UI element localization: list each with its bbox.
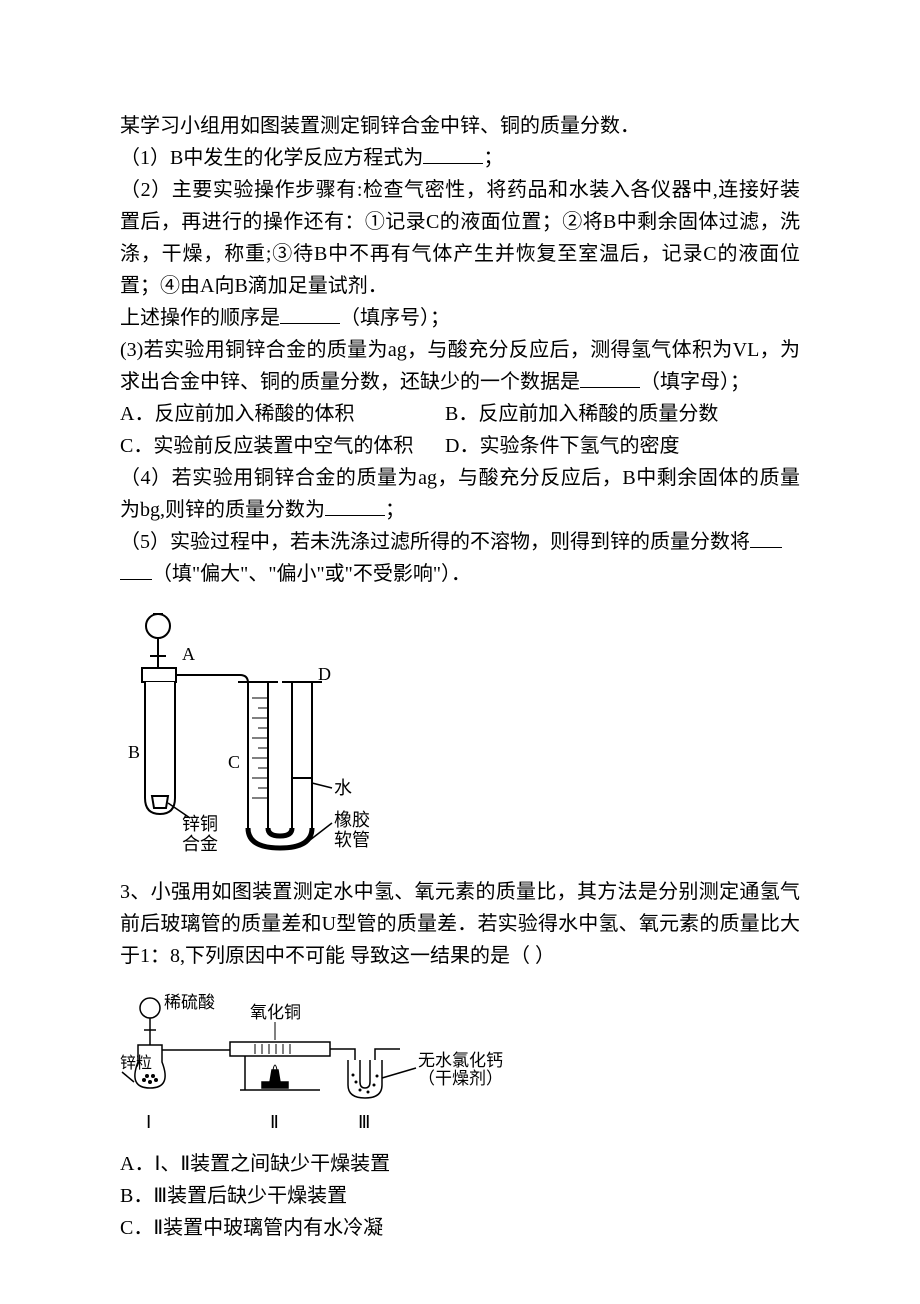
label-zn: 锌粒 — [120, 1054, 152, 1072]
q2-p5-blank-2[interactable] — [120, 559, 152, 580]
label-C: C — [228, 752, 240, 772]
q2-p3-b: （填字母）； — [640, 371, 750, 393]
q2-optA: A．反应前加入稀酸的体积 — [120, 398, 440, 430]
q2-p5-a: （5）实验过程中，若未洗涤过滤所得的不溶物，则得到锌的质量分数将 — [120, 531, 750, 553]
q2-p1-b: ； — [483, 147, 503, 169]
q2-p4-a: （4）若实验用铜锌合金的质量为ag，与酸充分反应后，B中剩余固体的质量为bg,则… — [120, 467, 800, 521]
q3-intro: 3、小强用如图装置测定水中氢、氧元素的质量比，其方法是分别测定通氢气前后玻璃管的… — [120, 876, 800, 972]
apparatus-icon: A B C D 锌铜 合金 水 橡胶 软管 — [120, 608, 420, 868]
q2-p1-blank[interactable] — [423, 143, 483, 164]
q2-p2-order-blank[interactable] — [280, 303, 340, 324]
label-alloy1: 锌铜 — [182, 814, 218, 834]
label-alloy2: 合金 — [182, 834, 218, 854]
q2-p5-line2: （填"偏大"、"偏小"或"不受影响"）． — [120, 558, 800, 590]
q2-optC: C．实验前反应装置中空气的体积 — [120, 430, 440, 462]
q2-p4-blank[interactable] — [325, 495, 385, 516]
q2-p3-blank[interactable] — [580, 367, 640, 388]
label-dry1: 无水氯化钙 — [418, 1051, 503, 1070]
q3-optB: B．Ⅲ装置后缺少干燥装置 — [120, 1180, 800, 1212]
label-A: A — [182, 644, 195, 664]
q3-diagram: 稀硫酸 锌粒 氧化铜 无水氯化钙 （干燥剂） Ⅰ Ⅱ Ⅲ — [120, 990, 800, 1140]
q3-optA: A．Ⅰ、Ⅱ装置之间缺少干燥装置 — [120, 1148, 800, 1180]
label-hose1: 橡胶 — [334, 810, 370, 830]
q3-optC: C．Ⅱ装置中玻璃管内有水冷凝 — [120, 1212, 800, 1244]
label-hose2: 软管 — [334, 830, 370, 850]
q2-p1-a: （1）B中发生的化学反应方程式为 — [120, 147, 423, 169]
q2-p3: (3)若实验用铜锌合金的质量为ag，与酸充分反应后，测得氢气体积为VL，为求出合… — [120, 334, 800, 398]
label-cuo: 氧化铜 — [250, 1003, 301, 1022]
experiment-icon: 稀硫酸 锌粒 氧化铜 无水氯化钙 （干燥剂） Ⅰ Ⅱ Ⅲ — [120, 990, 550, 1140]
label-I: Ⅰ — [146, 1112, 151, 1132]
label-water: 水 — [334, 778, 352, 798]
q2-p5-b: （填"偏大"、"偏小"或"不受影响"）． — [152, 563, 471, 585]
label-III: Ⅲ — [358, 1112, 370, 1132]
label-acid: 稀硫酸 — [164, 993, 215, 1012]
q2-diagram: A B C D 锌铜 合金 水 橡胶 软管 — [120, 608, 800, 868]
q2-p2-order-b: （填序号）； — [340, 307, 450, 329]
q2-p1: （1）B中发生的化学反应方程式为 ； — [120, 142, 800, 174]
q2-p2: （2）主要实验操作步骤有:检查气密性，将药品和水装入各仪器中,连接好装置后，再进… — [120, 174, 800, 302]
q2-p4: （4）若实验用铜锌合金的质量为ag，与酸充分反应后，B中剩余固体的质量为bg,则… — [120, 462, 800, 526]
q2-p4-b: ； — [385, 499, 405, 521]
q2-p2-order-a: 上述操作的顺序是 — [120, 307, 280, 329]
q2-p2-order: 上述操作的顺序是 （填序号）； — [120, 302, 800, 334]
q2-options-row1: A．反应前加入稀酸的体积 B．反应前加入稀酸的质量分数 — [120, 398, 800, 430]
label-dry2: （干燥剂） — [418, 1069, 503, 1088]
q2-optD: D．实验条件下氢气的密度 — [445, 435, 679, 457]
label-D: D — [318, 664, 331, 684]
q2-intro: 某学习小组用如图装置测定铜锌合金中锌、铜的质量分数． — [120, 110, 800, 142]
q2-optB: B．反应前加入稀酸的质量分数 — [445, 403, 718, 425]
q2-options-row2: C．实验前反应装置中空气的体积 D．实验条件下氢气的密度 — [120, 430, 800, 462]
label-B: B — [128, 742, 140, 762]
q2-p5: （5）实验过程中，若未洗涤过滤所得的不溶物，则得到锌的质量分数将 — [120, 526, 800, 558]
label-II: Ⅱ — [270, 1112, 279, 1132]
q2-p5-blank-1[interactable] — [750, 527, 782, 548]
